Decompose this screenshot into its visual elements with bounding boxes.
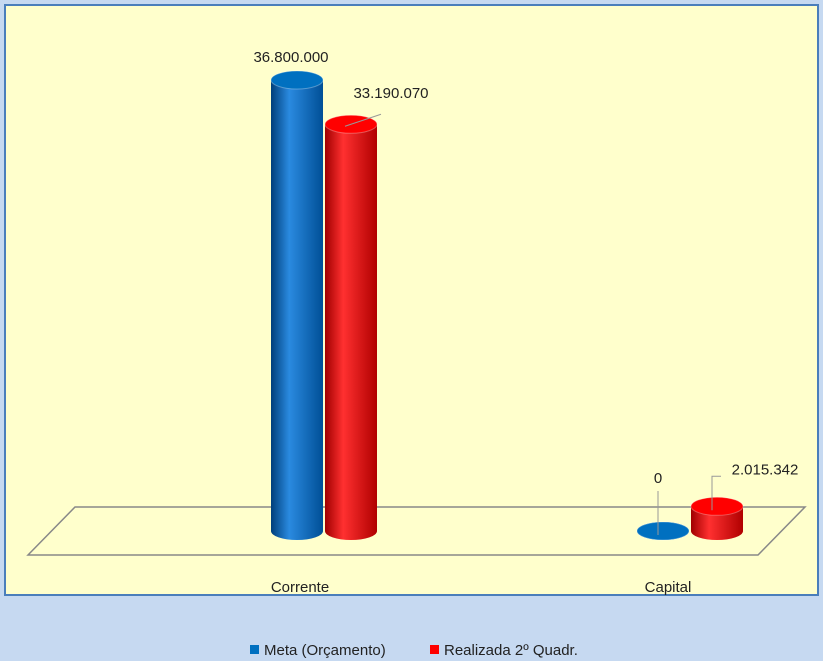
bar-top <box>636 521 690 541</box>
legend-label: Realizada 2º Quadr. <box>444 642 578 659</box>
floor <box>26 506 807 556</box>
bar-top <box>690 496 744 516</box>
data-label: 2.015.342 <box>732 461 799 478</box>
plot-area <box>4 4 819 596</box>
leader-line <box>344 113 382 127</box>
data-label: 36.800.000 <box>253 49 328 66</box>
bar-top <box>270 70 324 90</box>
bar <box>325 124 377 531</box>
x-tick-label: Corrente <box>271 579 329 596</box>
x-tick-label: Capital <box>645 579 692 596</box>
leader-line <box>711 475 721 511</box>
legend-swatch <box>430 645 439 654</box>
legend-label: Meta (Orçamento) <box>264 642 386 659</box>
legend-swatch <box>250 645 259 654</box>
data-label: 0 <box>654 470 662 487</box>
bar <box>271 80 323 531</box>
data-label: 33.190.070 <box>353 85 428 102</box>
